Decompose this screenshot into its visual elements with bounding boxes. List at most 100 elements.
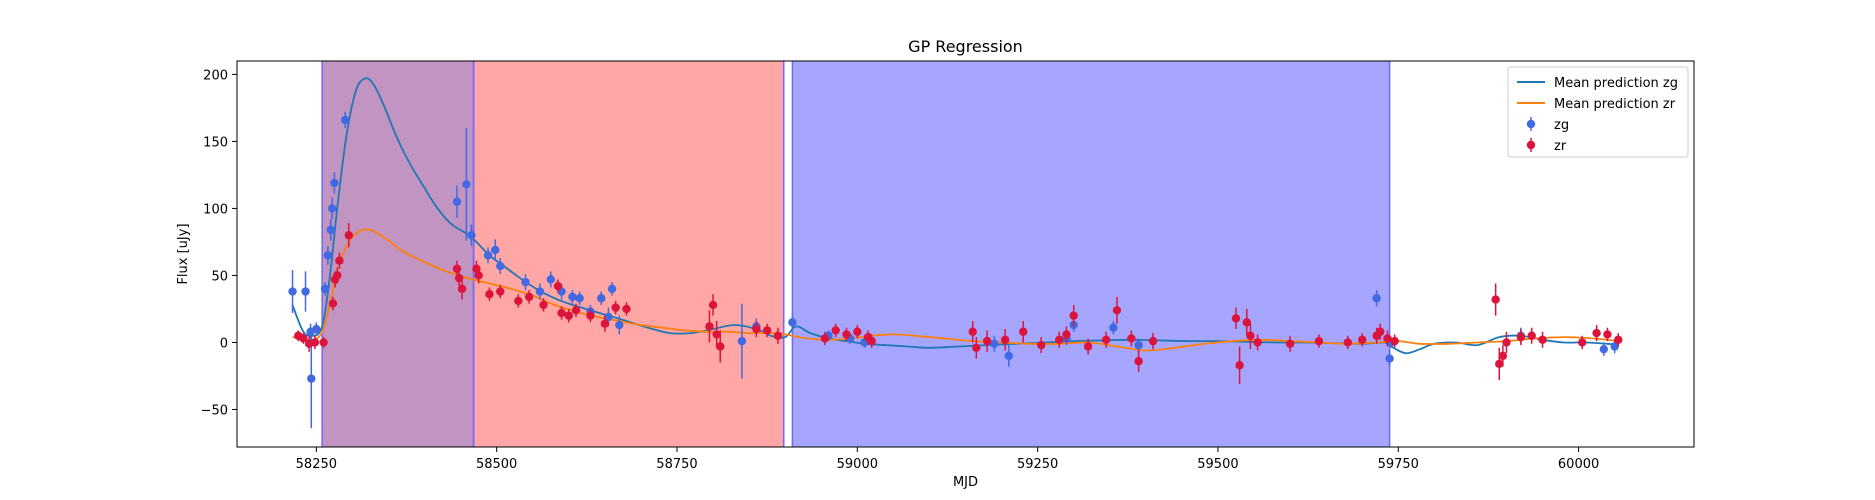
zr-data-point [968, 321, 977, 343]
zr-data-point [496, 284, 505, 299]
zr-data-point [553, 279, 563, 293]
zr-marker [1502, 338, 1511, 347]
zg-marker [320, 284, 330, 294]
zr-data-point [1603, 327, 1612, 342]
zr-marker [557, 308, 566, 318]
zr-data-point [752, 321, 761, 338]
zr-data-point [1498, 345, 1508, 367]
zr-marker [762, 326, 772, 335]
plot-frame [236, 60, 1695, 448]
zr-marker [1491, 295, 1500, 304]
zg-marker [521, 277, 530, 287]
zg-data-point [575, 291, 584, 305]
zg-data-point [491, 239, 500, 261]
legend-entry-label: Mean prediction zr [1554, 97, 1676, 112]
zg-marker [1599, 344, 1609, 354]
legend-entry-label: zg [1554, 118, 1569, 133]
zr-marker [1390, 336, 1399, 346]
zr-data-point [299, 333, 308, 344]
zr-marker [1314, 336, 1324, 346]
zg-marker [1385, 354, 1394, 363]
zr-data-point [1112, 296, 1122, 324]
zg-marker [301, 287, 310, 296]
zr-marker [1578, 338, 1587, 347]
zr-data-point [1055, 331, 1064, 348]
zr-marker [1538, 335, 1547, 344]
zg-marker [597, 294, 606, 303]
zr-marker [716, 342, 725, 351]
zr-data-point [539, 298, 548, 312]
zr-marker [454, 273, 464, 283]
zr-data-point [1253, 334, 1262, 351]
zg-marker [323, 251, 333, 260]
zg-data-point [288, 270, 297, 313]
zg-marker [607, 284, 617, 294]
zr-marker [1127, 334, 1136, 343]
zr-marker [1343, 338, 1352, 347]
zg-marker [467, 231, 476, 240]
zr-marker [524, 292, 534, 302]
zr-data-point [524, 290, 534, 304]
zr-data-point [611, 300, 620, 315]
zr-marker [622, 304, 631, 314]
zg-data-point [323, 245, 333, 265]
zr-data-point [1314, 334, 1324, 348]
zr-marker [1055, 335, 1064, 344]
zr-marker [708, 300, 718, 310]
zg-data-point [535, 283, 545, 300]
zr-data-point [310, 335, 320, 350]
zr-data-point [708, 294, 718, 316]
zg-data-point [301, 271, 310, 312]
zr-marker [457, 284, 467, 294]
zr-marker [1231, 314, 1241, 323]
zr-marker [474, 271, 483, 280]
zg-data-point [546, 271, 555, 288]
zr-data-point [514, 294, 523, 308]
zr-data-point [328, 296, 338, 311]
zr-marker [1069, 311, 1078, 320]
zr-marker [1527, 331, 1536, 340]
zr-marker [1253, 338, 1262, 347]
zr-marker [705, 322, 714, 331]
zr-marker [611, 303, 620, 312]
zg-data-point [568, 290, 577, 304]
zg-marker [496, 261, 505, 271]
zr-data-point [1101, 331, 1111, 348]
zg-data-point [483, 247, 493, 264]
zr-marker [328, 299, 338, 308]
legend-marker-swatch [1526, 140, 1536, 150]
legend-marker-swatch [1526, 119, 1536, 129]
zg-marker [1610, 342, 1619, 351]
zr-marker [831, 326, 840, 335]
zg-data-point [1385, 350, 1394, 367]
zr-marker [820, 334, 830, 343]
zr-marker [514, 296, 523, 306]
zr-data-point [1358, 333, 1367, 347]
zg-data-point [597, 291, 606, 305]
zr-data-point [1343, 335, 1352, 350]
zr-marker [1383, 334, 1392, 343]
zr-data-point [457, 278, 467, 300]
x-axis-label: MJD [953, 475, 978, 490]
zr-data-point [1019, 321, 1028, 343]
zr-marker [853, 327, 862, 336]
zr-data-point [1148, 333, 1158, 350]
zg-marker [1372, 294, 1381, 303]
zr-data-point [1246, 322, 1255, 350]
zr-data-point [1495, 347, 1504, 380]
zg-marker [491, 245, 500, 255]
zr-data-point [586, 308, 595, 323]
x-tick-label: 59750 [1378, 457, 1419, 472]
y-tick-label: 200 [203, 68, 228, 83]
chart-title: GP Regression [908, 37, 1023, 56]
zr-marker [586, 311, 595, 320]
zg-marker [328, 204, 337, 213]
zr-marker [1019, 327, 1028, 336]
zr-marker [344, 231, 353, 240]
y-tick-label: −50 [201, 403, 228, 418]
zr-marker [319, 338, 328, 347]
zg-marker [462, 180, 471, 189]
zr-data-point [867, 334, 876, 348]
zr-marker [1037, 340, 1046, 350]
